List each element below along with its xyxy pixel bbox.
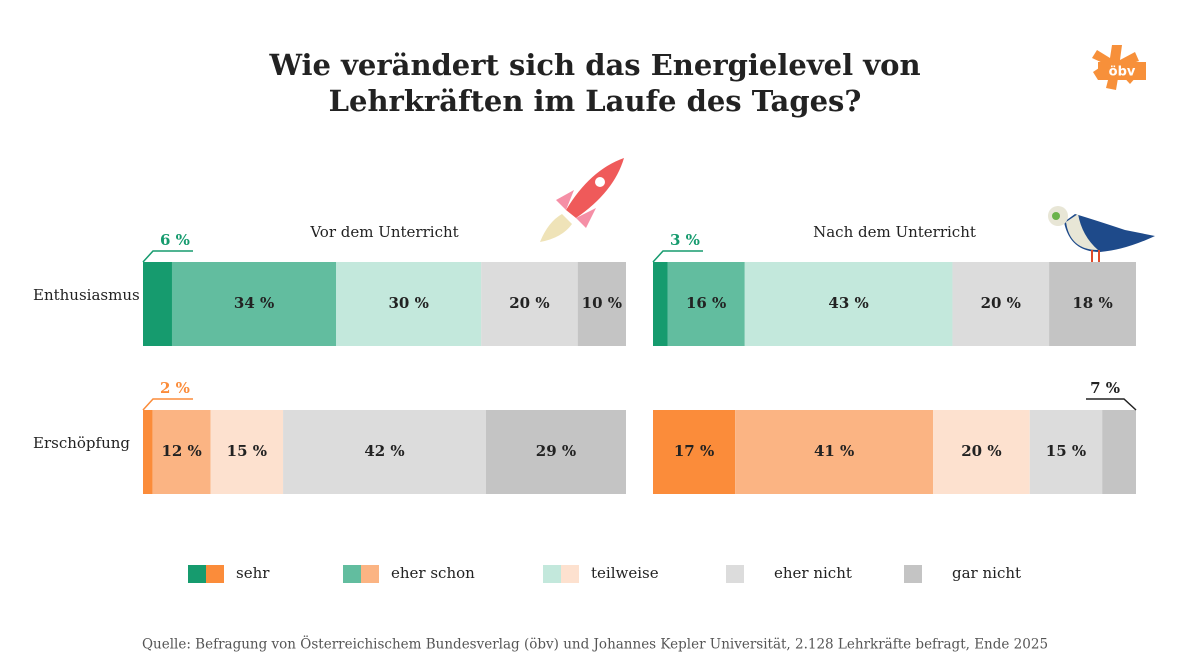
rocket-body	[566, 158, 624, 218]
bar-segment	[481, 262, 578, 346]
rocket-fin	[556, 190, 596, 228]
value-label: 29 %	[536, 442, 576, 460]
legend-label: eher schon	[391, 564, 475, 582]
legend-swatch	[361, 565, 379, 583]
panel-title: Vor dem Unterricht	[309, 223, 458, 241]
value-label: 16 %	[686, 294, 726, 312]
bird-eye	[1052, 212, 1060, 220]
value-label: 15 %	[1046, 442, 1086, 460]
leader-line	[142, 398, 193, 411]
legend-label: sehr	[236, 564, 270, 582]
bird-belly	[1066, 214, 1098, 250]
row-label: Erschöpfung	[33, 434, 130, 452]
value-label: 17 %	[674, 442, 714, 460]
bar-segment	[744, 262, 953, 346]
bar-segment	[143, 410, 153, 494]
bar-segment	[1049, 262, 1136, 346]
panel-title: Nach dem Unterricht	[813, 223, 976, 241]
legend-swatch	[561, 565, 579, 583]
logo: öbv	[1092, 45, 1146, 90]
bar-segment	[210, 410, 284, 494]
value-label: 18 %	[1072, 294, 1112, 312]
value-label: 6 %	[160, 231, 190, 249]
value-label: 7 %	[1090, 379, 1120, 397]
legend-label: gar nicht	[952, 564, 1021, 582]
leader-line	[142, 250, 193, 263]
bird	[1048, 206, 1155, 262]
logo-box	[1098, 62, 1146, 80]
legend-swatch	[343, 565, 361, 583]
legend-swatch	[543, 565, 561, 583]
value-label: 43 %	[828, 294, 868, 312]
bar-segment	[667, 262, 745, 346]
leader-line	[652, 250, 703, 263]
rocket-window	[595, 177, 605, 187]
bar-segment	[577, 262, 626, 346]
logo-text: öbv	[1109, 65, 1136, 80]
value-label: 34 %	[234, 294, 274, 312]
legend-label: teilweise	[591, 564, 659, 582]
legend-label: eher nicht	[774, 564, 852, 582]
bar-segment	[735, 410, 934, 494]
bar-segment	[1029, 410, 1103, 494]
bar-segment	[952, 262, 1050, 346]
legend-swatch	[904, 565, 922, 583]
source-note: Quelle: Befragung von Österreichischem B…	[142, 636, 1048, 653]
legend-swatch	[726, 565, 744, 583]
bar-segment	[143, 262, 172, 346]
value-label: 10 %	[582, 294, 622, 312]
value-label: 20 %	[981, 294, 1021, 312]
rocket-flame	[540, 214, 572, 242]
value-label: 2 %	[160, 379, 190, 397]
value-label: 12 %	[161, 442, 201, 460]
chart-title: Wie verändert sich das Energielevel von	[268, 48, 920, 82]
chart-title: Lehrkräften im Laufe des Tages?	[329, 84, 862, 118]
legend-swatch	[206, 565, 224, 583]
value-label: 41 %	[814, 442, 854, 460]
leader-line	[1086, 398, 1137, 411]
bar-segment	[171, 262, 337, 346]
value-label: 20 %	[961, 442, 1001, 460]
value-label: 30 %	[388, 294, 428, 312]
row-label: Enthusiasmus	[33, 286, 140, 304]
value-label: 3 %	[670, 231, 700, 249]
bar-segment	[283, 410, 486, 494]
value-label: 20 %	[509, 294, 549, 312]
bar-segment	[653, 262, 668, 346]
bar-segment	[336, 262, 482, 346]
legend-swatch	[188, 565, 206, 583]
rocket	[540, 158, 624, 242]
bar-segment	[1102, 410, 1136, 494]
bar-segment	[152, 410, 211, 494]
value-label: 42 %	[364, 442, 404, 460]
bar-segment	[933, 410, 1030, 494]
bar-segment	[653, 410, 736, 494]
bar-segment	[485, 410, 626, 494]
value-label: 15 %	[227, 442, 267, 460]
